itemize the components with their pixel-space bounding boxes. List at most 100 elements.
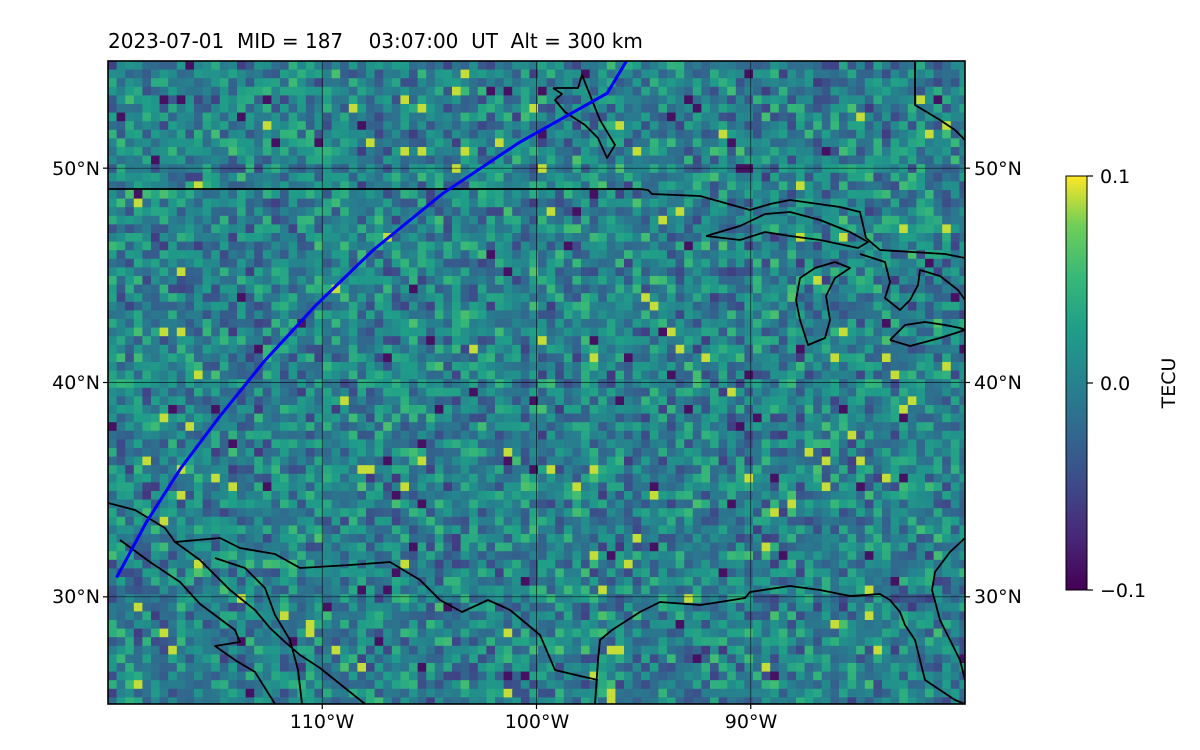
tec-cell bbox=[624, 138, 634, 148]
tec-cell bbox=[667, 465, 677, 475]
tec-cell bbox=[288, 95, 298, 105]
tec-cell bbox=[598, 69, 608, 79]
tec-cell bbox=[426, 147, 436, 157]
tec-cell bbox=[813, 448, 823, 458]
tec-cell bbox=[761, 190, 771, 200]
tec-cell bbox=[159, 344, 169, 354]
tec-cell bbox=[667, 396, 677, 406]
tec-cell bbox=[340, 482, 350, 492]
tec-cell bbox=[778, 95, 788, 105]
tec-cell bbox=[624, 267, 634, 277]
tec-cell bbox=[142, 121, 152, 131]
tec-cell bbox=[357, 250, 367, 260]
tec-cell bbox=[649, 69, 659, 79]
tec-cell bbox=[400, 155, 410, 165]
tec-cell bbox=[452, 190, 462, 200]
tec-cell bbox=[443, 86, 453, 96]
tec-cell bbox=[305, 112, 315, 122]
tec-cell bbox=[658, 310, 668, 320]
tec-cell bbox=[847, 284, 857, 294]
tec-cell bbox=[116, 405, 126, 415]
tec-cell bbox=[899, 276, 909, 286]
tec-cell bbox=[778, 138, 788, 148]
tec-cell bbox=[830, 353, 840, 363]
tec-cell bbox=[477, 95, 487, 105]
tec-cell bbox=[804, 172, 814, 182]
tec-cell bbox=[710, 258, 720, 268]
tec-cell bbox=[314, 370, 324, 380]
tec-cell bbox=[159, 198, 169, 208]
tec-cell bbox=[658, 319, 668, 329]
tec-cell bbox=[443, 164, 453, 174]
tec-cell bbox=[787, 473, 797, 483]
tec-cell bbox=[882, 86, 892, 96]
tec-cell bbox=[151, 267, 161, 277]
tec-cell bbox=[262, 198, 272, 208]
tec-cell bbox=[563, 207, 573, 217]
tec-cell bbox=[460, 112, 470, 122]
tec-cell bbox=[950, 129, 960, 139]
tec-cell bbox=[280, 61, 290, 71]
tec-cell bbox=[675, 86, 685, 96]
tec-cell bbox=[486, 233, 496, 243]
tec-cell bbox=[581, 129, 591, 139]
tec-cell bbox=[486, 344, 496, 354]
tec-cell bbox=[366, 353, 376, 363]
tec-cell bbox=[933, 198, 943, 208]
tec-cell bbox=[202, 129, 212, 139]
tec-cell bbox=[581, 413, 591, 423]
tec-cell bbox=[847, 78, 857, 88]
tec-cell bbox=[899, 215, 909, 225]
tec-cell bbox=[546, 284, 556, 294]
tec-cell bbox=[770, 473, 780, 483]
tec-cell bbox=[667, 181, 677, 191]
tec-cell bbox=[753, 362, 763, 372]
tec-cell bbox=[546, 78, 556, 88]
tec-cell bbox=[890, 362, 900, 372]
tec-cell bbox=[245, 129, 255, 139]
tec-cell bbox=[778, 293, 788, 303]
tec-cell bbox=[512, 336, 522, 346]
tec-cell bbox=[925, 250, 935, 260]
tec-cell bbox=[357, 319, 367, 329]
tec-cell bbox=[185, 422, 195, 432]
tec-cell bbox=[357, 310, 367, 320]
tec-cell bbox=[950, 422, 960, 432]
tec-cell bbox=[383, 379, 393, 389]
tec-cell bbox=[847, 362, 857, 372]
tec-cell bbox=[959, 310, 965, 320]
tec-cell bbox=[125, 336, 135, 346]
tec-cell bbox=[357, 69, 367, 79]
tec-cell bbox=[452, 439, 462, 449]
tec-cell bbox=[710, 112, 720, 122]
tec-cell bbox=[529, 405, 539, 415]
tec-cell bbox=[245, 293, 255, 303]
tec-cell bbox=[916, 362, 926, 372]
tec-cell bbox=[520, 207, 530, 217]
tec-cell bbox=[280, 310, 290, 320]
tec-cell bbox=[374, 310, 384, 320]
tec-cell bbox=[710, 293, 720, 303]
tec-cell bbox=[340, 396, 350, 406]
tec-cell bbox=[297, 473, 307, 483]
tec-cell bbox=[323, 190, 333, 200]
tec-cell bbox=[434, 104, 444, 114]
tec-cell bbox=[942, 233, 952, 243]
tec-cell bbox=[460, 267, 470, 277]
tec-cell bbox=[469, 379, 479, 389]
tec-cell bbox=[804, 207, 814, 217]
tec-cell bbox=[813, 413, 823, 423]
tec-cell bbox=[108, 172, 118, 182]
tec-cell bbox=[151, 422, 161, 432]
tec-cell bbox=[735, 448, 745, 458]
tec-cell bbox=[606, 387, 616, 397]
tec-cell bbox=[288, 241, 298, 251]
tec-cell bbox=[495, 250, 505, 260]
tec-cell bbox=[159, 448, 169, 458]
tec-cell bbox=[770, 319, 780, 329]
tec-cell bbox=[933, 370, 943, 380]
tec-cell bbox=[942, 241, 952, 251]
tec-cell bbox=[581, 362, 591, 372]
tec-cell bbox=[538, 129, 548, 139]
tec-cell bbox=[675, 456, 685, 466]
